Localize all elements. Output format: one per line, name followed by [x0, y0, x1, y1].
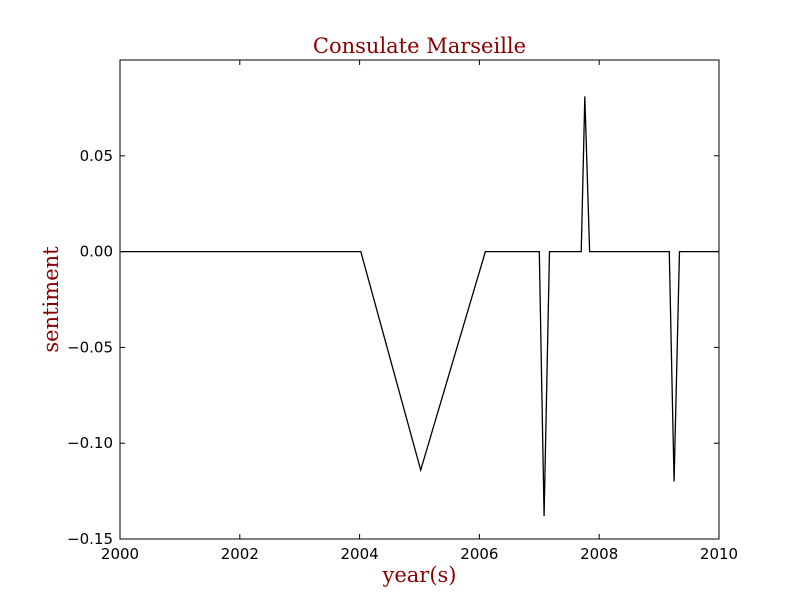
plot-frame [119, 59, 720, 540]
x-tick-label: 2000 [101, 545, 139, 563]
x-tick-label: 2006 [460, 545, 498, 563]
y-axis-label: sentiment [39, 246, 63, 353]
y-tick-label: −0.15 [67, 530, 113, 548]
x-axis-label: year(s) [381, 563, 456, 587]
x-tick-label: 2010 [700, 545, 738, 563]
y-tick-label: 0.05 [80, 147, 113, 165]
chart-title: Consulate Marseille [313, 34, 526, 58]
series-layer [120, 96, 719, 517]
axis-ticks: 2000 2002 2004 2006 2008 2010 −0.15 −0.10 −0.05 0… [67, 60, 738, 563]
y-tick-label: 0.00 [80, 243, 113, 261]
y-tick-label: −0.10 [67, 434, 113, 452]
y-tick-label: −0.05 [67, 338, 113, 356]
x-tick-label: 2008 [580, 545, 618, 563]
series-line [120, 96, 719, 517]
x-tick-label: 2004 [341, 545, 379, 563]
x-tick-label: 2002 [221, 545, 259, 563]
